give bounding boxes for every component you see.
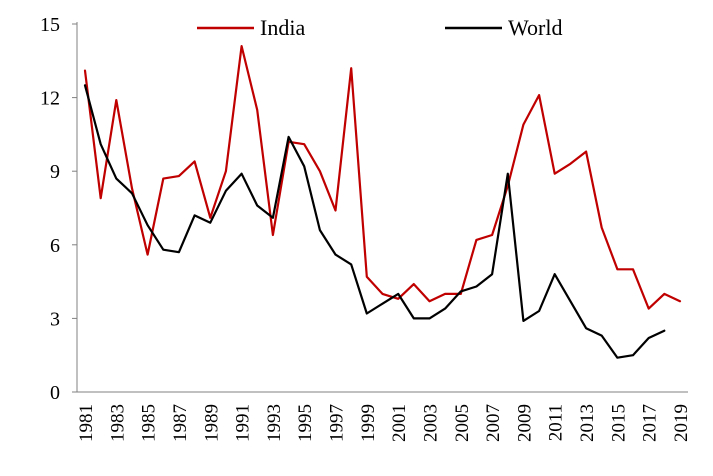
x-tick-label: 1997	[327, 404, 348, 442]
x-tick-label: 1985	[139, 404, 160, 442]
x-tick-label: 1991	[233, 404, 254, 442]
y-tick-label: 3	[50, 308, 60, 330]
x-tick-label: 1989	[201, 404, 222, 442]
legend-label-india: India	[260, 15, 305, 40]
x-tick-label: 1983	[107, 404, 128, 442]
x-axis-ticks: 1981 1983 1985 1987 1989 1991 1993 1995 1997 1999…	[76, 404, 692, 442]
series-line-world	[83, 84, 666, 359]
y-tick-label: 9	[50, 161, 60, 183]
x-tick-label: 2019	[671, 404, 692, 442]
x-tick-label: 2017	[640, 404, 661, 442]
legend-label-world: World	[508, 15, 562, 40]
x-tick-label: 2015	[608, 404, 629, 442]
y-tick-label: 15	[40, 14, 60, 36]
x-tick-label: 2005	[452, 404, 473, 442]
x-tick-label: 1995	[295, 404, 316, 442]
y-tick-label: 0	[50, 382, 60, 404]
x-tick-label: 1993	[264, 404, 285, 442]
x-tick-label: 2009	[514, 404, 535, 442]
x-tick-label: 2001	[389, 404, 410, 442]
series-layer	[83, 44, 682, 359]
series-line-india	[83, 44, 682, 310]
legend: India World	[197, 15, 562, 40]
y-tick-label: 12	[40, 88, 60, 110]
x-tick-label: 1999	[358, 404, 379, 442]
axes	[76, 22, 688, 393]
x-tick-label: 2007	[483, 404, 504, 442]
y-tick-label: 6	[50, 235, 60, 257]
x-tick-label: 2013	[577, 404, 598, 442]
x-tick-label: 2003	[420, 404, 441, 442]
x-tick-label: 1987	[170, 404, 191, 442]
x-tick-label: 2011	[546, 404, 567, 441]
y-axis-ticks: 0 3 6 9 12 15	[40, 14, 77, 404]
x-tick-label: 1981	[76, 404, 97, 442]
